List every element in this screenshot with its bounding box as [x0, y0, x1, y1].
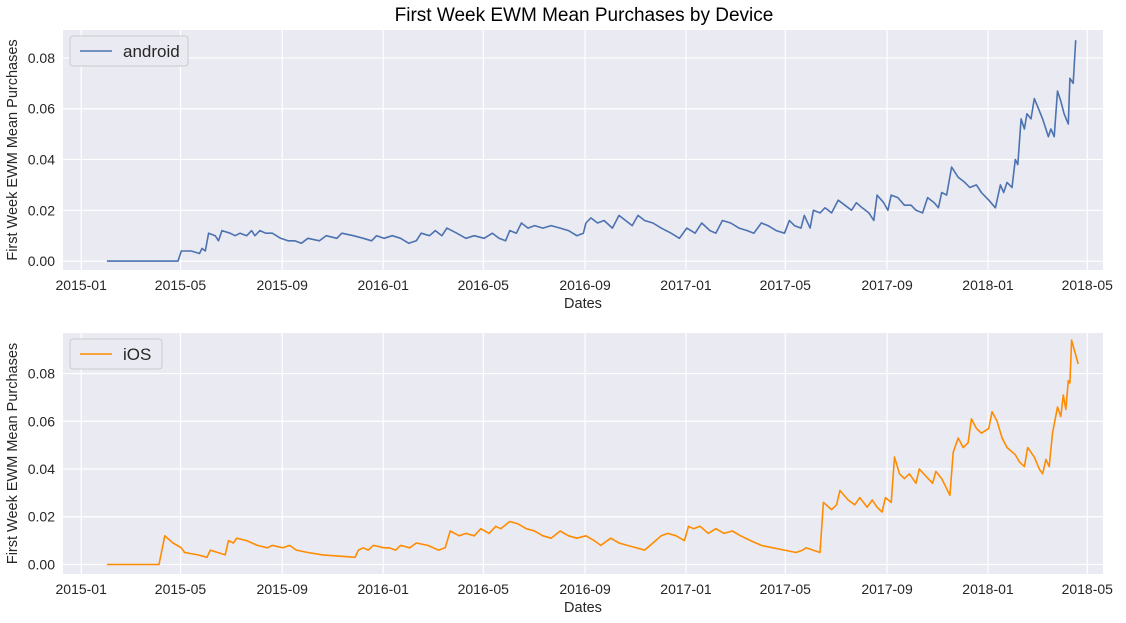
y-tick-label: 0.02	[28, 202, 55, 218]
tick-labels: 2015-01 2015-05 2015-09 2016-01 2016-05 2016-…	[28, 366, 1113, 597]
x-axis-label: Dates	[564, 296, 602, 312]
y-tick-label: 0.06	[28, 101, 55, 117]
series-lines	[106, 339, 1079, 566]
y-tick-label: 0.06	[28, 413, 55, 429]
y-tick-label: 0.04	[28, 152, 55, 168]
y-tick-label: 0.08	[28, 366, 55, 382]
y-tick-label: 0.02	[28, 509, 55, 525]
x-tick-label: 2017-01	[660, 277, 712, 293]
x-tick-label: 2015-05	[155, 581, 207, 597]
x-tick-label: 2015-09	[257, 581, 309, 597]
x-tick-label: 2015-01	[56, 581, 108, 597]
legend: android	[69, 35, 189, 67]
x-tick-label: 2017-09	[861, 581, 913, 597]
legend-frame	[69, 338, 163, 370]
x-tick-label: 2016-01	[357, 581, 409, 597]
series-lines	[106, 40, 1077, 262]
ios-subplot: 2015-01 2015-05 2015-09 2016-01 2016-05 2016-…	[5, 333, 1113, 616]
x-tick-label: 2018-05	[1062, 581, 1114, 597]
x-tick-label: 2017-05	[760, 581, 812, 597]
grid-lines	[63, 333, 1103, 574]
x-tick-label: 2017-09	[861, 277, 913, 293]
y-tick-label: 0.00	[28, 556, 55, 572]
plot-area-background	[63, 333, 1103, 574]
y-tick-label: 0.08	[28, 50, 55, 66]
android-subplot: 2015-01 2015-05 2015-09 2016-01 2016-05 2016-…	[5, 30, 1113, 312]
legend-label-android: android	[123, 42, 180, 61]
legend-frame	[69, 35, 189, 67]
x-tick-label: 2016-09	[559, 277, 611, 293]
x-axis-label: Dates	[564, 600, 602, 616]
x-tick-label: 2017-01	[660, 581, 712, 597]
x-tick-label: 2018-01	[962, 581, 1014, 597]
y-axis-label: First Week EWM Mean Purchases	[5, 39, 21, 260]
x-tick-label: 2015-09	[257, 277, 309, 293]
x-tick-label: 2015-01	[56, 277, 108, 293]
x-tick-label: 2015-05	[155, 277, 207, 293]
x-tick-label: 2016-09	[559, 581, 611, 597]
x-tick-label: 2018-05	[1062, 277, 1114, 293]
x-tick-label: 2017-05	[760, 277, 812, 293]
x-tick-label: 2018-01	[962, 277, 1014, 293]
chart-title: First Week EWM Mean Purchases by Device	[395, 5, 774, 26]
y-axis-label: First Week EWM Mean Purchases	[5, 343, 21, 564]
plot-area-background	[63, 30, 1103, 270]
x-tick-label: 2016-01	[357, 277, 409, 293]
x-tick-label: 2016-05	[458, 581, 510, 597]
series-line-ios	[106, 339, 1079, 566]
legend: iOS	[69, 338, 163, 370]
y-tick-label: 0.04	[28, 461, 55, 477]
tick-labels: 2015-01 2015-05 2015-09 2016-01 2016-05 2016-…	[28, 50, 1113, 293]
y-tick-label: 0.00	[28, 253, 55, 269]
series-line-android	[106, 40, 1077, 262]
x-tick-label: 2016-05	[458, 277, 510, 293]
legend-label-ios: iOS	[123, 345, 151, 364]
